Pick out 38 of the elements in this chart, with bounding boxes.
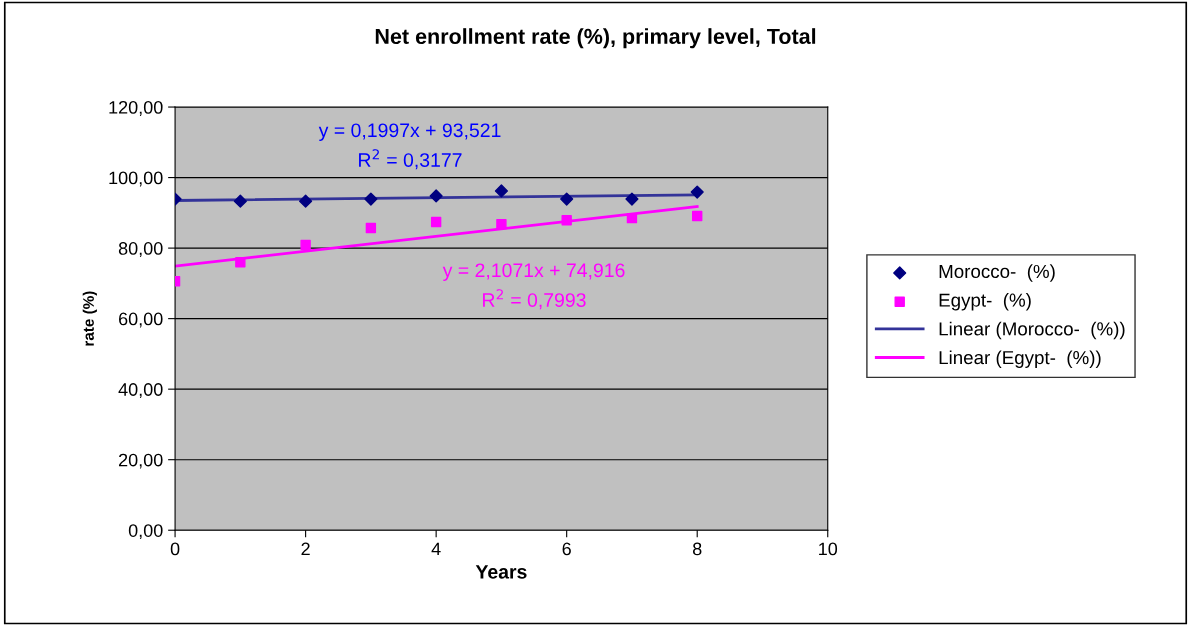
legend-label: Linear (Egypt- (%)) — [939, 350, 1101, 368]
x-tick-label: 10 — [819, 542, 838, 556]
y-tick-label: 120,00 — [109, 100, 163, 116]
point — [430, 216, 442, 228]
point — [690, 185, 704, 199]
x-tick-label: 2 — [301, 542, 310, 556]
annotation: y = 2,1071x + 74,916 R$^{2}$ = 0,7993 — [442, 263, 625, 310]
y-tick-label: 20,00 — [119, 453, 163, 469]
point — [626, 212, 638, 224]
legend-label: Egypt- (%) — [939, 293, 1031, 311]
point — [364, 192, 378, 206]
point — [692, 210, 703, 222]
legend-label: Linear (Morocco- (%)) — [939, 321, 1125, 340]
x-tick-label: 6 — [562, 542, 571, 556]
point — [494, 184, 508, 198]
point — [235, 257, 246, 268]
x-axis-title: Years — [475, 565, 527, 579]
point — [233, 194, 247, 208]
point — [365, 222, 377, 234]
annotation: y = 0,1997x + 93,521 R$^{2}$ = 0,3177 — [318, 123, 501, 170]
point — [429, 189, 443, 203]
point — [299, 194, 313, 208]
y-tick-label: 60,00 — [119, 312, 163, 328]
y-axis-title: rate (%) — [82, 291, 97, 346]
x-tick-label: 4 — [431, 542, 441, 556]
y-tick-label: 100,00 — [109, 171, 163, 187]
x-tick-label: 0 — [170, 542, 180, 556]
point — [625, 192, 639, 206]
point — [561, 215, 572, 226]
legend-label: Morocco- (%) — [939, 264, 1055, 282]
point — [300, 239, 311, 251]
y-tick-label: 40,00 — [118, 383, 163, 399]
x-tick-label: 8 — [692, 542, 702, 556]
y-tick-label: 80,00 — [118, 242, 163, 257]
point — [560, 192, 574, 206]
point — [496, 218, 507, 230]
y-tick-label: 0,00 — [128, 524, 163, 540]
chart-title: Net enrollment rate (%), primary level, Total — [375, 28, 816, 49]
